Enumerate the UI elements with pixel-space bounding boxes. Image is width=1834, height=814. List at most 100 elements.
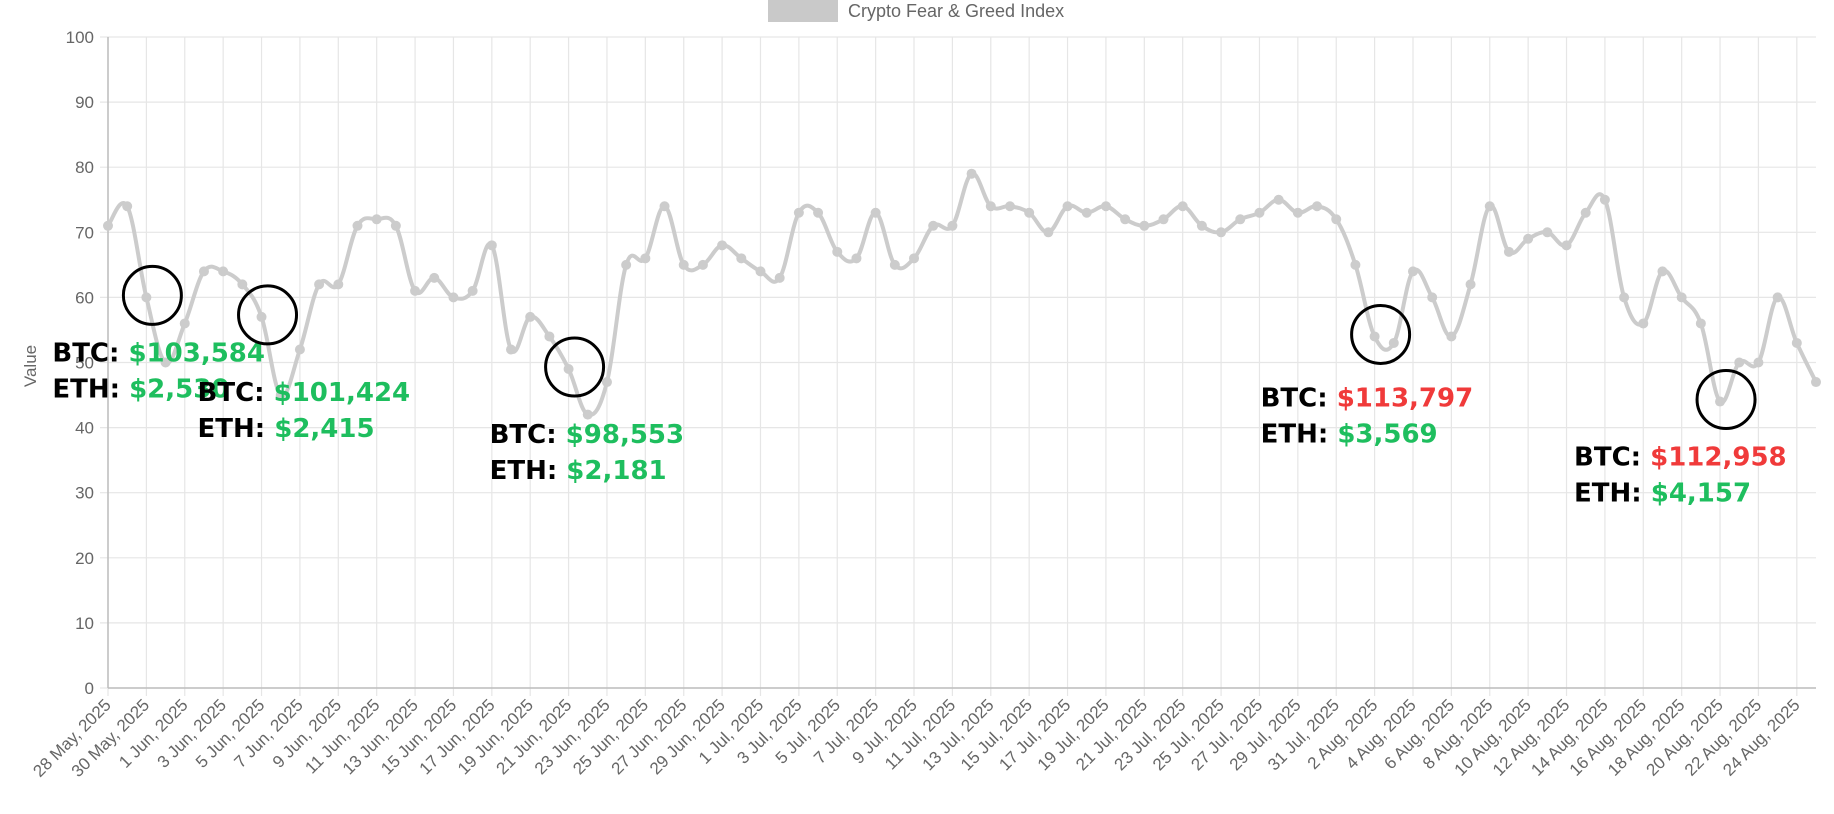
- data-point: [1158, 214, 1169, 225]
- data-point: [1024, 207, 1035, 218]
- data-point: [1177, 201, 1188, 212]
- data-point: [237, 279, 248, 290]
- series-points: [103, 168, 1821, 420]
- data-point: [1811, 377, 1821, 388]
- data-point: [966, 168, 977, 179]
- eth-value: $2,530: [129, 374, 229, 404]
- annotation: BTC: $113,797 ETH: $3,569: [1261, 303, 1474, 449]
- data-point: [1216, 227, 1227, 238]
- data-point: [870, 207, 881, 218]
- legend-swatch: [768, 0, 838, 22]
- data-point: [1657, 266, 1668, 277]
- data-point: [256, 311, 267, 322]
- data-point: [1580, 207, 1591, 218]
- annotation: BTC: $98,553 ETH: $2,181: [490, 336, 685, 486]
- data-point: [1235, 214, 1246, 225]
- data-point: [1503, 246, 1514, 257]
- data-point: [601, 377, 612, 388]
- data-point: [1599, 194, 1610, 205]
- data-point: [1331, 214, 1342, 225]
- data-point: [1369, 331, 1380, 342]
- data-point: [1753, 357, 1764, 368]
- data-point: [793, 207, 804, 218]
- data-point: [1292, 207, 1303, 218]
- btc-price-label: BTC: $112,958: [1574, 443, 1787, 473]
- chart-legend[interactable]: Crypto Fear & Greed Index: [768, 0, 1064, 22]
- y-tick-label: 10: [75, 614, 94, 633]
- eth-label: ETH:: [52, 374, 129, 404]
- y-tick-label: 90: [75, 93, 94, 112]
- highlight-circle: [544, 336, 606, 398]
- data-point: [1350, 259, 1361, 270]
- data-point: [525, 311, 536, 322]
- data-point: [1100, 201, 1111, 212]
- btc-price-label: BTC: $113,797: [1261, 383, 1474, 413]
- data-point: [352, 220, 363, 231]
- chart-axes: [107, 37, 1816, 689]
- data-point: [1120, 214, 1131, 225]
- y-tick-label: 70: [75, 223, 94, 242]
- data-point: [621, 259, 632, 270]
- data-point: [429, 272, 440, 283]
- data-point: [371, 214, 382, 225]
- data-point: [1254, 207, 1265, 218]
- eth-label: ETH:: [198, 414, 275, 444]
- data-point: [1062, 201, 1073, 212]
- data-point: [1004, 201, 1015, 212]
- data-point: [390, 220, 401, 231]
- data-point: [1446, 331, 1457, 342]
- data-point: [889, 259, 900, 270]
- data-point: [1407, 266, 1418, 277]
- y-tick-labels: 0 10 20 30 40 50 60 70 80 90 100: [66, 28, 94, 698]
- btc-value: $98,553: [566, 420, 684, 450]
- data-point: [1139, 220, 1150, 231]
- y-axis-title: Value: [21, 345, 40, 387]
- y-tick-label: 60: [75, 288, 94, 307]
- data-point: [928, 220, 939, 231]
- data-point: [1561, 240, 1572, 251]
- data-point: [640, 253, 651, 264]
- highlight-circle: [237, 284, 299, 346]
- data-point: [103, 220, 113, 231]
- eth-value: $4,157: [1651, 479, 1751, 509]
- data-point: [198, 266, 209, 277]
- data-point: [985, 201, 996, 212]
- btc-price-label: BTC: $103,584: [52, 338, 265, 368]
- annotation: BTC: $103,584 ETH: $2,530: [52, 264, 265, 404]
- data-point: [1523, 233, 1534, 244]
- data-point: [717, 240, 728, 251]
- data-point: [659, 201, 670, 212]
- highlight-circle: [1695, 369, 1757, 431]
- data-point: [1542, 227, 1553, 238]
- data-point: [813, 207, 824, 218]
- btc-value: $113,797: [1337, 383, 1474, 413]
- data-point: [1043, 227, 1054, 238]
- btc-value: $101,424: [274, 378, 411, 408]
- data-point: [851, 253, 862, 264]
- btc-price-label: BTC: $98,553: [490, 420, 685, 450]
- data-point: [1619, 292, 1630, 303]
- eth-price-label: ETH: $2,415: [198, 414, 375, 444]
- data-point: [1715, 396, 1726, 407]
- y-tick-label: 20: [75, 549, 94, 568]
- btc-value: $103,584: [128, 338, 265, 368]
- annotation: BTC: $112,958 ETH: $4,157: [1574, 369, 1787, 509]
- data-point: [1427, 292, 1438, 303]
- legend-label: Crypto Fear & Greed Index: [848, 1, 1064, 21]
- data-point: [333, 279, 344, 290]
- data-point: [122, 201, 133, 212]
- eth-price-label: ETH: $2,181: [490, 456, 667, 486]
- data-point: [314, 279, 325, 290]
- data-point: [486, 240, 497, 251]
- data-point: [1273, 194, 1284, 205]
- data-point: [697, 259, 708, 270]
- chart-grid: [100, 36, 1816, 696]
- data-point: [1196, 220, 1207, 231]
- eth-label: ETH:: [1574, 479, 1651, 509]
- data-point: [755, 266, 766, 277]
- annotation: BTC: $101,424 ETH: $2,415: [198, 284, 411, 444]
- data-point: [160, 357, 171, 368]
